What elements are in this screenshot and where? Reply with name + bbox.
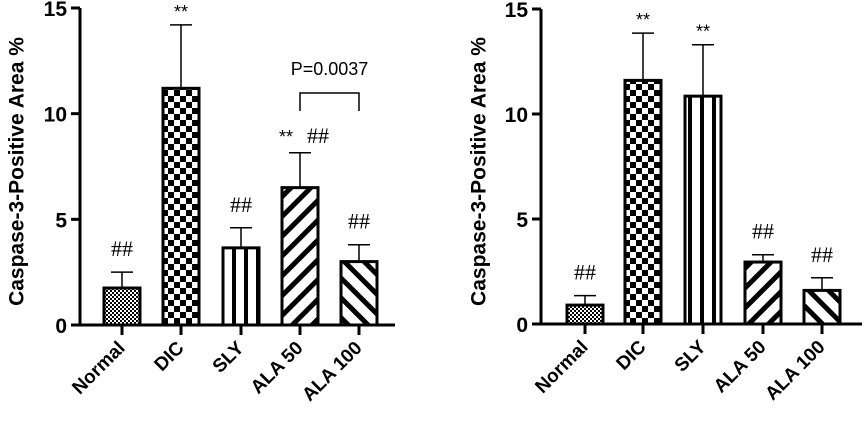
- significance-annotation: ##: [111, 236, 133, 261]
- bar-sly: [221, 246, 261, 327]
- y-tick-label: 5: [516, 209, 528, 232]
- comparison-bracket: [299, 92, 360, 111]
- significance-annotation: **: [174, 2, 188, 22]
- y-tick-label: 0: [516, 314, 528, 337]
- significance-annotation: ##: [752, 219, 774, 244]
- bar-dic: [161, 86, 201, 327]
- x-tick-label: SLY: [209, 337, 249, 377]
- bar-ala-100: [802, 288, 842, 326]
- bar-normal: [102, 286, 142, 327]
- y-axis-label: Caspase-3-Positive Area %: [6, 37, 29, 306]
- x-tick-label: Normal: [531, 337, 592, 398]
- x-tick-label: ALA 50: [710, 337, 771, 398]
- significance-annotation: ##: [230, 192, 252, 217]
- y-tick-label: 15: [44, 0, 68, 21]
- y-axis-label: Caspase-3-Positive Area %: [468, 37, 491, 306]
- bar-sly: [683, 94, 723, 326]
- y-tick-label: 10: [44, 104, 67, 127]
- left-bar-chart: Caspase-3-Positive Area % ## Normal ** DIC ##…: [6, 0, 395, 406]
- x-tick-label: ALA 100: [761, 337, 829, 405]
- significance-annotation: ##: [348, 209, 370, 234]
- bar-ala-50: [280, 186, 320, 327]
- bar-ala-50: [743, 260, 783, 326]
- significance-annotation: ##: [811, 242, 833, 267]
- x-tick-label: DIC: [151, 337, 189, 375]
- x-tick-label: ALA 100: [298, 338, 366, 406]
- significance-annotation: **: [636, 10, 650, 30]
- y-tick-label: 0: [55, 315, 67, 338]
- x-tick-label: Normal: [68, 338, 129, 399]
- y-tick-label: 10: [505, 104, 528, 127]
- right-bar-chart: Caspase-3-Positive Area % ## Normal ** DIC **…: [468, 0, 862, 405]
- bar-dic: [623, 78, 663, 326]
- significance-annotation: ##: [574, 260, 596, 285]
- significance-annotation: **: [696, 22, 710, 42]
- bar-normal: [565, 303, 605, 326]
- p-value-label: P=0.0037: [291, 59, 369, 79]
- y-tick-label: 15: [505, 0, 529, 22]
- significance-annotation: ##: [307, 123, 329, 148]
- x-tick-label: ALA 50: [247, 338, 308, 399]
- x-tick-label: DIC: [613, 336, 651, 374]
- y-tick-label: 5: [55, 209, 67, 232]
- x-tick-label: SLY: [671, 336, 711, 376]
- significance-annotation: **: [279, 127, 293, 147]
- bar-ala-100: [339, 260, 379, 327]
